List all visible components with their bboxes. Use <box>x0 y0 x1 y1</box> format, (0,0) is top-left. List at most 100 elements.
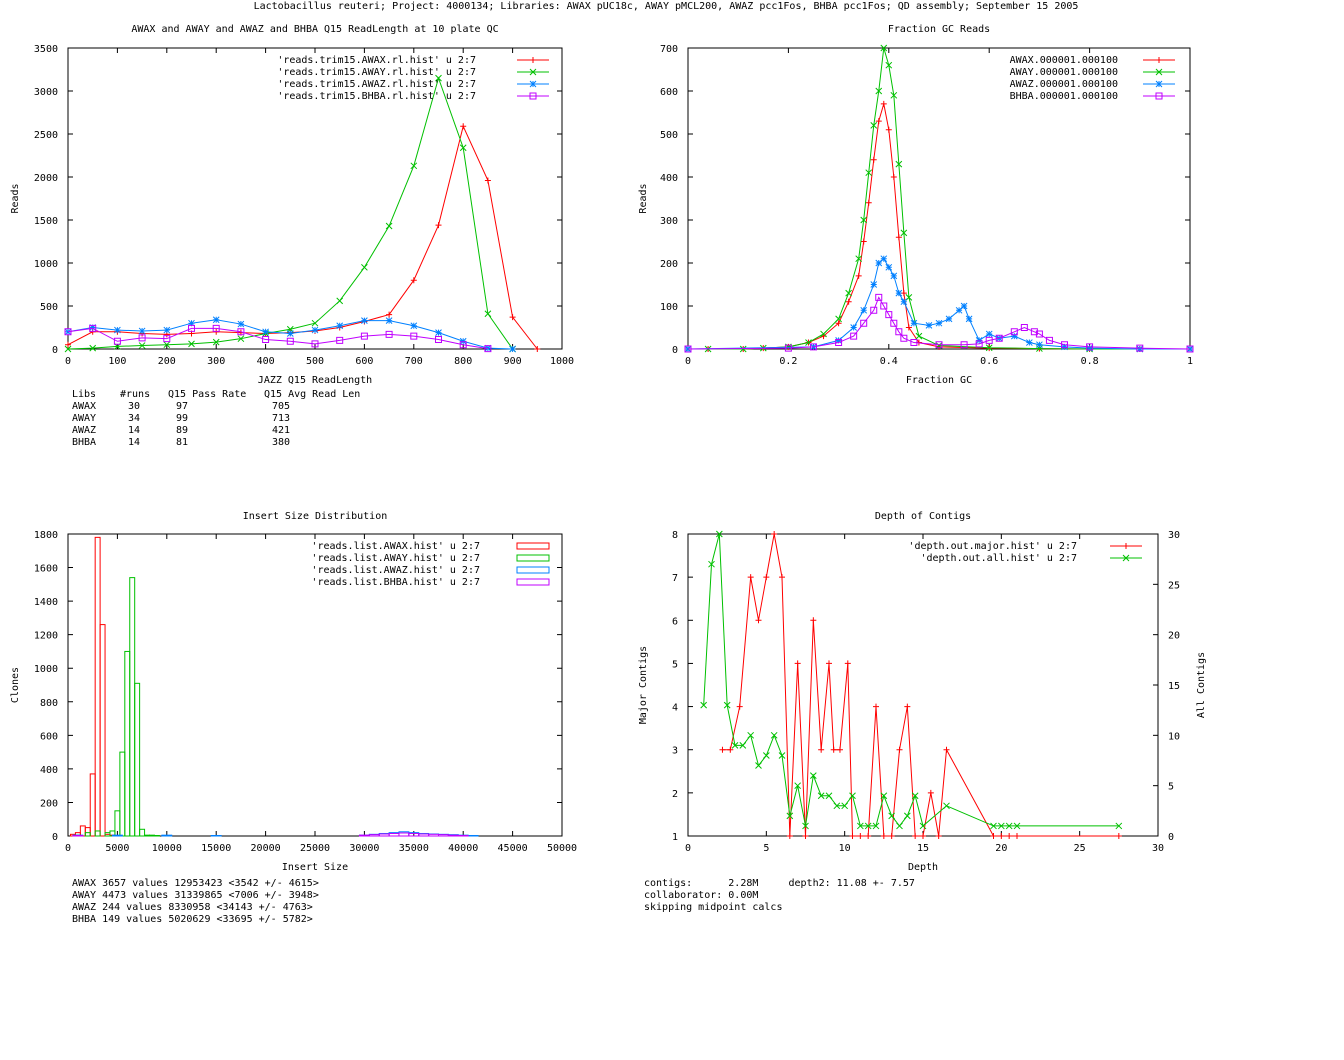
insert-legend-swatch <box>516 566 550 574</box>
depth-data-point <box>943 746 950 753</box>
gc-data-point <box>1086 343 1094 351</box>
depth-data-point <box>739 742 747 749</box>
readlength-data-point <box>484 345 492 353</box>
gc-data-point <box>860 216 868 224</box>
insert-legend-label: 'reads.list.BHBA.hist' u 2:7 <box>311 577 480 588</box>
gc-data-point <box>1030 328 1038 336</box>
depth-data-point <box>920 833 926 839</box>
gc-data-point <box>855 255 863 263</box>
gc-data-point <box>890 174 897 180</box>
depth-data-point <box>872 822 880 830</box>
insert-ytick-label: 1200 <box>34 631 58 642</box>
insert-xtick-label: 5000 <box>105 843 129 854</box>
table-cell: #runs <box>120 389 151 400</box>
depth-data-point <box>935 833 942 839</box>
depth-data-point <box>856 822 864 830</box>
stats-line: collaborator: 0.00M <box>644 890 759 901</box>
gc-data-point <box>1035 330 1043 338</box>
insert-ytick-label: 400 <box>40 765 58 776</box>
gc-legend-marker <box>1155 68 1163 76</box>
gc-legend-label: BHBA.000001.000100 <box>1010 91 1118 102</box>
readlength-series-3 <box>64 324 492 353</box>
depth-ytick-label: 4 <box>672 703 678 714</box>
insert-bar <box>398 831 410 837</box>
insert-bar <box>438 834 449 837</box>
insert-bar <box>144 834 151 837</box>
insert-ytick-label: 200 <box>40 798 58 809</box>
gc-series-2 <box>684 255 1194 353</box>
insert-bar <box>398 832 410 837</box>
gc-data-point <box>885 311 893 319</box>
gc-data-point <box>995 334 1003 342</box>
readlength-data-point <box>237 335 245 343</box>
gc-data-point <box>684 345 692 353</box>
gc-data-point <box>1186 345 1194 353</box>
gc-ytick-label: 600 <box>660 87 678 98</box>
gc-data-point <box>1010 328 1018 336</box>
gc-xtick-label: 0.4 <box>880 356 898 367</box>
readlength-data-point <box>113 337 121 345</box>
depth-data-point <box>880 792 888 800</box>
gc-data-point <box>895 160 903 168</box>
depth-data-point <box>990 833 997 839</box>
gc-legend-marker <box>1155 92 1163 100</box>
depth-data-point <box>715 530 723 538</box>
gc-data-point <box>810 343 817 351</box>
readlength-data-point <box>286 330 294 337</box>
readlength-data-point <box>509 314 516 321</box>
gc-data-point <box>1136 345 1144 353</box>
readlength-xlabel: JAZZ Q15 ReadLength <box>258 375 372 386</box>
readlength-data-point <box>410 162 418 170</box>
readlength-data-point <box>311 340 319 348</box>
depth-data-point <box>1115 833 1122 839</box>
readlength-title: AWAX and AWAY and AWAZ and BHBA Q15 Read… <box>131 24 498 35</box>
insert-ytick-label: 1400 <box>34 597 58 608</box>
gc-data-point <box>910 339 918 347</box>
depth-data-point <box>794 660 801 667</box>
gc-series-line <box>687 296 1191 350</box>
insert-legend-swatch <box>516 578 550 586</box>
depth-data-point <box>786 812 794 820</box>
gc-data-point <box>905 324 912 331</box>
insert-bar <box>84 832 91 837</box>
depth-legend-label: 'depth.out.all.hist' u 2:7 <box>920 553 1077 564</box>
depth-data-point <box>919 822 927 830</box>
gc-data-point <box>855 272 862 279</box>
readlength-data-point <box>138 342 146 349</box>
depth-legend-marker <box>1122 554 1130 562</box>
gc-data-point <box>1026 339 1033 346</box>
stats-line: AWAY 4473 values 31339865 <7006 +/- 3948… <box>72 890 319 901</box>
depth-xtick-label: 0 <box>685 843 691 854</box>
gc-data-point <box>835 337 842 344</box>
readlength-ytick-label: 3000 <box>34 87 58 98</box>
gc-data-point <box>835 339 843 347</box>
depth-data-point <box>826 660 832 667</box>
insert-bar <box>447 834 459 837</box>
depth-data-point <box>888 833 895 839</box>
depth-data-point <box>762 752 770 759</box>
gc-data-point <box>1136 344 1144 352</box>
gc-legend-marker <box>1156 57 1162 63</box>
readlength-data-point <box>138 334 146 342</box>
depth-data-point <box>771 531 778 537</box>
readlength-ytick-label: 3500 <box>34 44 58 55</box>
gc-data-point <box>870 156 877 163</box>
depth-data-point <box>755 762 762 769</box>
depth-data-point <box>844 660 851 667</box>
readlength-data-point <box>89 344 97 352</box>
insert-title: Insert Size Distribution <box>243 511 388 522</box>
gc-ylabel: Reads <box>638 183 649 213</box>
gc-data-point <box>835 315 842 323</box>
readlength-legend-label: 'reads.trim15.AWAZ.rl.hist' u 2:7 <box>277 79 476 90</box>
readlength-series-line <box>67 76 514 350</box>
readlength-data-point <box>361 263 368 271</box>
insert-bar <box>210 834 222 837</box>
table-cell: 421 <box>272 425 291 436</box>
table-cell: 81 <box>176 437 189 448</box>
insert-xtick-label: 45000 <box>498 843 528 854</box>
gc-data-point <box>875 118 882 125</box>
gc-data-point <box>870 281 878 288</box>
gc-data-point <box>900 229 908 237</box>
gc-data-point <box>875 259 883 267</box>
depth-data-point <box>817 792 825 800</box>
